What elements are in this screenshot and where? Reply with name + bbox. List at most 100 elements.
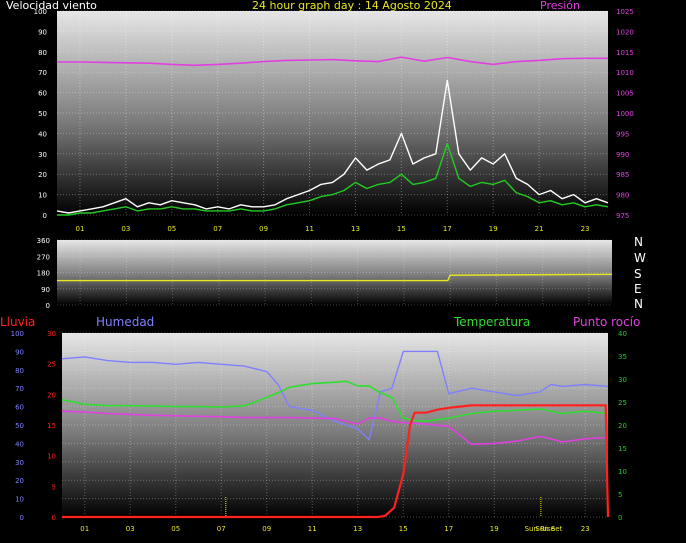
humidity-y-tick-label: 100 [11, 330, 24, 338]
direction-panel-background [57, 240, 612, 305]
rain-y-tick-label: 0 [52, 514, 56, 522]
temperature-y-tick-label: 0 [618, 514, 622, 522]
humidity-line [61, 350, 609, 441]
lower-x-tick-label: 09 [262, 525, 271, 533]
wind-y-tick-label: 30 [38, 151, 47, 159]
wind-x-tick-label: 01 [75, 225, 84, 233]
humidity-y-tick-label: 40 [15, 440, 24, 448]
direction-y-tick-label: 180 [37, 270, 50, 278]
temperature-y-tick-label: 25 [618, 399, 627, 407]
wind-y-tick-label: 0 [43, 212, 47, 220]
pressure-y-tick-label: 1005 [616, 90, 634, 98]
wind-x-tick-label: 05 [167, 225, 176, 233]
rain-y-tick-label: 30 [47, 330, 56, 338]
humidity-y-tick-label: 20 [15, 477, 24, 485]
humidity-y-tick-label: 80 [15, 367, 24, 375]
direction-letter-n-bottom: N [634, 297, 643, 311]
direction-y-tick-label: 90 [41, 286, 50, 294]
pressure-y-tick-label: 1015 [616, 49, 634, 57]
humidity-y-tick-label: 30 [15, 459, 24, 467]
temperature-line [61, 380, 609, 423]
direction-letter-e: E [634, 282, 642, 296]
rain-y-tick-label: 5 [52, 483, 56, 491]
lower-x-tick-label: Sun Set [535, 525, 562, 533]
wind-x-tick-label: 09 [259, 225, 268, 233]
temperature-y-tick-label: 10 [618, 468, 627, 476]
pressure-y-tick-label: 1010 [616, 69, 634, 77]
rain-label: Lluvia [0, 315, 36, 329]
wind-y-tick-label: 90 [38, 28, 47, 36]
direction-letter-w: W [634, 251, 646, 265]
direction-letter-s: S [634, 267, 642, 281]
wind-average-line [57, 142, 609, 216]
lower-x-tick-label: 11 [308, 525, 317, 533]
temperature-y-tick-label: 15 [618, 445, 627, 453]
wind-x-tick-label: 17 [443, 225, 452, 233]
pressure-y-tick-label: 980 [616, 192, 629, 200]
rain-y-tick-label: 20 [47, 391, 56, 399]
lower-x-tick-label: 07 [217, 525, 226, 533]
wind-x-tick-label: 11 [305, 225, 314, 233]
wind-speed-label: Velocidad viento [6, 0, 97, 12]
wind-x-tick-label: 15 [397, 225, 406, 233]
wind-y-tick-label: 70 [38, 69, 47, 77]
pressure-y-tick-label: 985 [616, 171, 629, 179]
lower-x-tick-label: 19 [490, 525, 499, 533]
direction-y-tick-label: 0 [46, 302, 50, 310]
wind-x-tick-label: 13 [351, 225, 360, 233]
wind-y-tick-label: 20 [38, 171, 47, 179]
chart-title: 24 hour graph day : 14 Agosto 2024 [252, 0, 452, 12]
lower-x-tick-label: 23 [581, 525, 590, 533]
wind-x-tick-label: 07 [213, 225, 222, 233]
wind-y-tick-label: 100 [34, 8, 47, 16]
wind-y-tick-label: 60 [38, 90, 47, 98]
rain-line [62, 404, 610, 519]
humidity-y-tick-label: 50 [15, 422, 24, 430]
wind-x-tick-label: 23 [581, 225, 590, 233]
rain-y-tick-label: 15 [47, 422, 56, 430]
lower-x-tick-label: 13 [353, 525, 362, 533]
dewpoint-line [61, 410, 609, 446]
wind-y-tick-label: 40 [38, 130, 47, 138]
wind-y-tick-label: 80 [38, 49, 47, 57]
rain-y-tick-label: 25 [47, 361, 56, 369]
rain-y-tick-label: 10 [47, 453, 56, 461]
temperature-y-tick-label: 30 [618, 376, 627, 384]
wind-gust-line [56, 79, 609, 214]
lower-panel-background [62, 333, 608, 517]
humidity-y-tick-label: 90 [15, 348, 24, 356]
temperature-y-tick-label: 35 [618, 353, 627, 361]
wind-x-tick-label: 03 [121, 225, 130, 233]
humidity-y-tick-label: 70 [15, 385, 24, 393]
temperature-y-tick-label: 20 [618, 422, 627, 430]
humidity-y-tick-label: 10 [15, 496, 24, 504]
temperature-y-tick-label: 40 [618, 330, 627, 338]
wind-direction-line [57, 273, 613, 282]
pressure-y-tick-label: 1025 [616, 8, 634, 16]
lower-x-tick-label: 17 [444, 525, 453, 533]
direction-y-tick-label: 270 [37, 253, 50, 261]
humidity-label: Humedad [96, 315, 155, 329]
pressure-label: Presión [540, 0, 580, 12]
wind-x-tick-label: 19 [489, 225, 498, 233]
lower-x-tick-label: Sun Rise [525, 525, 555, 533]
wind-panel-background [57, 11, 608, 215]
humidity-y-tick-label: 60 [15, 404, 24, 412]
pressure-y-tick-label: 1000 [616, 110, 634, 118]
pressure-y-tick-label: 975 [616, 212, 629, 220]
direction-letter-n-top: N [634, 235, 643, 249]
lower-x-tick-label: 05 [171, 525, 180, 533]
pressure-line [57, 56, 608, 67]
temperature-y-tick-label: 5 [618, 491, 622, 499]
wind-y-tick-label: 10 [38, 192, 47, 200]
pressure-y-tick-label: 990 [616, 151, 629, 159]
lower-x-tick-label: 15 [399, 525, 408, 533]
dewpoint-label: Punto rocío [573, 315, 641, 329]
pressure-y-tick-label: 1020 [616, 28, 634, 36]
wind-x-tick-label: 21 [535, 225, 544, 233]
temperature-label: Temperatura [454, 315, 531, 329]
wind-y-tick-label: 50 [38, 110, 47, 118]
pressure-y-tick-label: 995 [616, 130, 629, 138]
lower-x-tick-label: 01 [80, 525, 89, 533]
